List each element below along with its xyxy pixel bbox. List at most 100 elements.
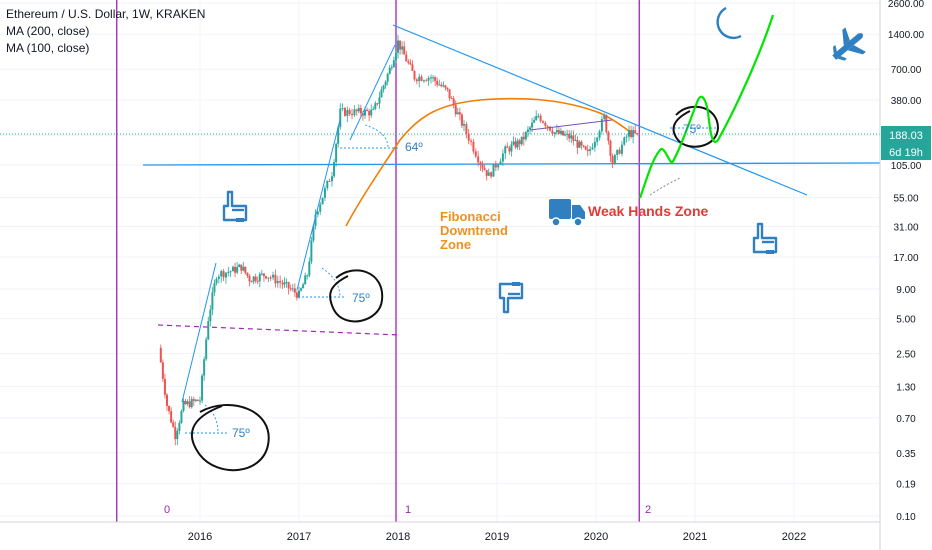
candle-body: [331, 176, 333, 182]
candle-body: [463, 124, 465, 126]
candle-body: [339, 108, 342, 128]
candle-body: [300, 288, 303, 291]
candle-body: [470, 140, 473, 142]
angle-label-75-b: 75º: [352, 291, 370, 305]
candle-body: [196, 399, 199, 401]
candle-body: [512, 141, 515, 145]
candle-body: [434, 77, 437, 81]
candle-body: [578, 141, 581, 148]
candle-body: [328, 180, 331, 182]
projection-dotted: [649, 177, 681, 196]
candle-body: [499, 161, 502, 165]
candle-body: [372, 108, 375, 110]
candle-body: [607, 132, 610, 141]
candle-body: [390, 67, 393, 69]
candle-body: [589, 149, 592, 152]
candle-body: [190, 399, 193, 408]
down-trendline[interactable]: [392, 24, 808, 196]
candle-body: [533, 120, 536, 123]
candle-body: [562, 130, 564, 136]
candle-body: [256, 280, 259, 282]
horizontal-support-line[interactable]: [142, 162, 881, 166]
moon-icon: [716, 6, 742, 40]
price-tick-label: 700.00: [891, 65, 922, 76]
candle-body: [535, 116, 538, 121]
candle-body: [522, 136, 525, 140]
candle-body: [603, 114, 606, 120]
candle-body: [215, 278, 218, 284]
angle-line-2: [296, 119, 341, 291]
candle-body: [551, 130, 554, 134]
candle-body: [566, 133, 569, 135]
candle-body: [186, 401, 189, 405]
price-badge-countdown: 6d 19h: [889, 147, 923, 159]
candle-body: [392, 60, 395, 68]
legend-ma200[interactable]: MA (200, close): [6, 24, 90, 38]
candle-body: [250, 281, 253, 283]
candle-body: [209, 309, 212, 322]
candle-body: [174, 426, 177, 440]
chart-legend: Ethereum / U.S. Dollar, 1W, KRAKEN MA (2…: [6, 6, 205, 57]
candle-body: [159, 347, 162, 363]
candle-body: [508, 147, 511, 152]
candle-body: [364, 109, 366, 116]
candle-body: [343, 108, 346, 116]
cycle-lines: [116, 0, 640, 522]
candle-body: [246, 272, 249, 276]
candle-body: [553, 132, 556, 134]
candle-body: [399, 40, 402, 50]
candle-body: [260, 273, 263, 275]
candle-body: [472, 141, 475, 152]
candle-body: [454, 105, 457, 115]
time-axis[interactable]: 2016 2017 2018 2019 2020 2021 2022: [0, 521, 880, 543]
dashed-fib-line[interactable]: [157, 324, 401, 336]
candle-body: [291, 288, 294, 290]
price-axis[interactable]: 2600.00 1400.00 700.00 380.00 105.00 55.00 31.…: [879, 0, 932, 550]
candle-body: [422, 80, 425, 82]
candle-body: [531, 122, 534, 128]
candle-body: [279, 280, 282, 283]
cycle-label-0: 0: [164, 504, 170, 516]
candle-body: [295, 292, 298, 298]
candle-body: [576, 140, 579, 148]
candle-body: [224, 272, 227, 278]
candle-body: [285, 282, 288, 284]
candle-body: [217, 276, 220, 279]
symbol-title[interactable]: Ethereum / U.S. Dollar, 1W, KRAKEN: [6, 7, 206, 21]
price-tick-label: 2600.00: [888, 0, 925, 10]
pointing-hand-icons: [222, 190, 778, 314]
truck-icon: [549, 199, 585, 227]
candle-body: [265, 276, 267, 279]
price-tick-label: 1400.00: [888, 30, 925, 41]
candle-body: [335, 143, 338, 163]
price-tick-label: 380.00: [891, 96, 922, 107]
candle-body: [374, 103, 377, 109]
candle-body: [591, 147, 594, 150]
legend-ma100[interactable]: MA (100, close): [6, 41, 90, 55]
candle-body: [172, 422, 175, 427]
hand-drawn-circles: [190, 105, 720, 472]
fib-line-3: Zone: [440, 237, 471, 252]
candle-body: [446, 87, 449, 90]
price-tick-label: 9.00: [896, 285, 916, 296]
candle-body: [411, 64, 414, 72]
candle-body: [492, 164, 495, 177]
candle-body: [609, 140, 612, 157]
candle-body: [580, 141, 583, 146]
time-tick-label: 2016: [188, 531, 212, 543]
price-tick-label: 17.00: [893, 253, 918, 264]
candle-body: [252, 276, 255, 282]
projection-path[interactable]: [638, 14, 775, 199]
candle-body: [568, 133, 571, 139]
candle-body: [166, 394, 168, 406]
candle-body: [425, 80, 428, 82]
pointing-hand-icon: [498, 282, 524, 314]
candle-body: [605, 114, 608, 133]
candle-body: [485, 170, 488, 176]
fibonacci-label: Fibonacci Downtrend Zone: [440, 209, 508, 252]
candle-body: [582, 145, 585, 147]
candle-body: [254, 276, 257, 281]
candle-body: [481, 164, 484, 169]
candle-body: [574, 140, 577, 142]
